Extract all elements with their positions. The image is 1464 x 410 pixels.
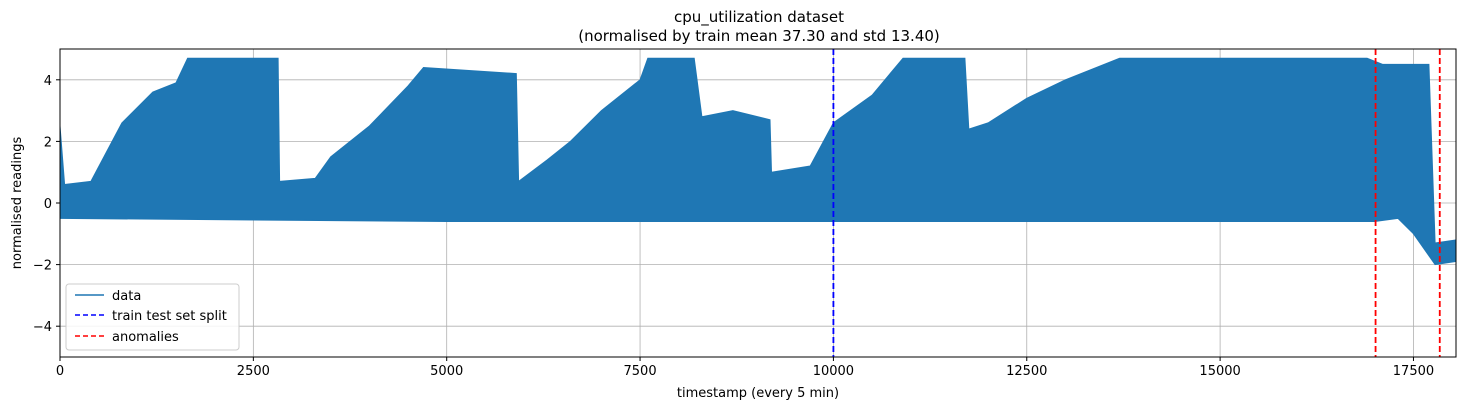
vertical-lines: [832, 49, 1441, 357]
x-tick-label: 10000: [813, 364, 854, 379]
x-tick-label: 12500: [1006, 364, 1047, 379]
y-axis-label: normalised readings: [10, 137, 25, 270]
y-tick-label: 0: [44, 197, 52, 212]
x-tick-label: 17500: [1393, 364, 1434, 379]
chart-subtitle: (normalised by train mean 37.30 and std …: [578, 27, 940, 45]
y-tick-label: −2: [33, 259, 52, 274]
legend-label-split: train test set split: [112, 309, 227, 324]
x-tick-label: 5000: [430, 364, 463, 379]
series-data: [59, 57, 1457, 266]
y-tick-label: −4: [33, 320, 52, 335]
x-tick-label: 2500: [237, 364, 270, 379]
x-tick-label: 7500: [624, 364, 657, 379]
chart-title: cpu_utilization dataset: [674, 8, 844, 27]
legend-box: [65, 283, 240, 351]
y-tick-label: 2: [44, 135, 52, 150]
legend-label-anomalies: anomalies: [112, 330, 179, 345]
x-tick-label: 0: [56, 364, 64, 379]
x-axis-label: timestamp (every 5 min): [677, 386, 839, 401]
legend-label-data: data: [112, 289, 141, 304]
y-tick-label: 4: [44, 74, 52, 89]
plot-area: [59, 57, 1457, 266]
ticks: 0 2500 5000 7500 10000 12500 15000 17500 −4 −2 0 2 4: [33, 74, 1434, 379]
legend: data train test set split anomalies: [65, 283, 240, 351]
x-tick-label: 15000: [1199, 364, 1240, 379]
